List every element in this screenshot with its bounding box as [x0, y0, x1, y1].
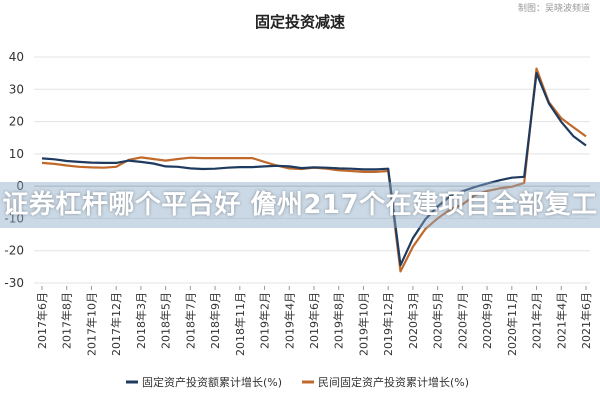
x-tick-label: 2017年10月	[84, 292, 98, 356]
y-tick-label: 10	[9, 147, 24, 161]
y-tick-label: 20	[9, 115, 24, 129]
x-tick-label: 2019年4月	[282, 292, 296, 349]
series-lines	[41, 67, 587, 273]
overlay-banner	[0, 182, 600, 228]
x-tick-label: 2018年9月	[208, 292, 222, 349]
x-tick-label: 2018年11月	[233, 292, 247, 356]
gridlines	[34, 56, 590, 284]
chart-title: 固定投资减速	[255, 13, 345, 31]
x-tick-label: 2020年9月	[480, 292, 494, 349]
x-tick-label: 2019年10月	[356, 292, 370, 356]
overlay-banner-text: 证券杠杆哪个平台好 儋州217个在建项目全部复工	[2, 190, 598, 220]
x-tick-label: 2017年8月	[60, 292, 74, 349]
x-tick-label: 2019年8月	[332, 292, 346, 349]
y-tick-label: -20	[4, 244, 24, 258]
x-tick-label: 2020年11月	[505, 292, 519, 356]
x-tick-label: 2018年3月	[134, 292, 148, 349]
x-tick-label: 2019年2月	[258, 292, 272, 349]
y-tick-label: 0	[16, 179, 24, 193]
series-line	[41, 67, 587, 273]
x-tick-label: 2017年12月	[109, 292, 123, 356]
x-tick-label: 2018年5月	[159, 292, 173, 349]
series-line	[41, 72, 587, 267]
x-tick-label: 2020年7月	[455, 292, 469, 349]
y-tick-label: -30	[4, 276, 24, 290]
y-tick-label: -10	[4, 211, 24, 225]
x-tick-label: 2020年3月	[406, 292, 420, 349]
x-tick-label: 2017年6月	[35, 292, 49, 349]
x-tick-label: 2021年6月	[579, 292, 593, 349]
x-axis: 2017年6月 2017年8月 2017年10月 2017年12月 2018年3月 201…	[35, 286, 593, 356]
chart-credit: 制图：吴晓波频道	[518, 2, 590, 14]
legend-label: 民间固定资产投资累计增长(%)	[318, 375, 469, 389]
x-tick-label: 2021年2月	[530, 292, 544, 349]
y-axis: 40 30 20 10 0 -10 -20 -30	[4, 50, 24, 290]
x-tick-label: 2020年5月	[431, 292, 445, 349]
y-tick-label: 30	[9, 82, 24, 96]
legend-label: 固定资产投资额累计增长(%)	[142, 375, 282, 389]
legend: 固定资产投资额累计增长(%) 民间固定资产投资累计增长(%)	[126, 375, 469, 389]
x-tick-label: 2019年6月	[307, 292, 321, 349]
x-tick-label: 2018年7月	[183, 292, 197, 349]
x-tick-label: 2019年12月	[381, 292, 395, 356]
x-tick-label: 2021年4月	[554, 292, 568, 349]
y-tick-label: 40	[9, 50, 24, 64]
